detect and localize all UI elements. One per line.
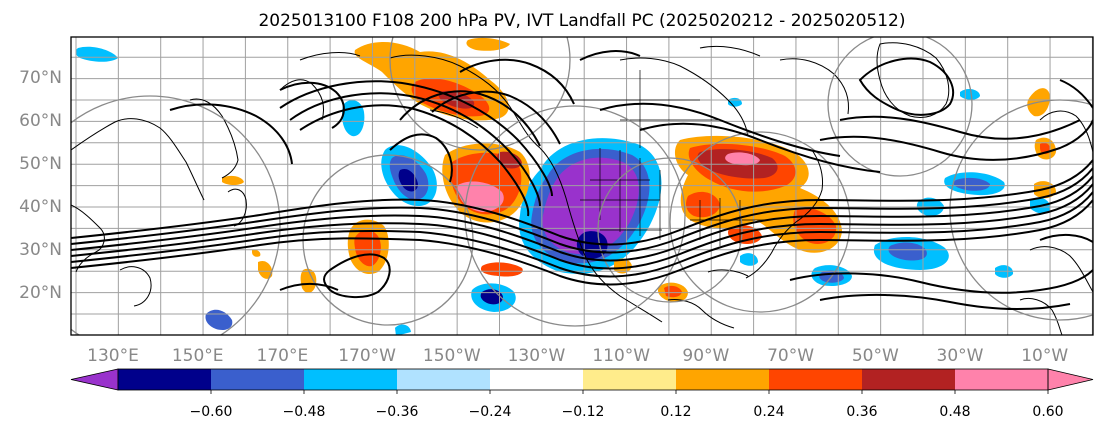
longitude-label: 10°W [1021, 346, 1068, 366]
colorbar-segment [397, 369, 491, 390]
longitude-label: 130°E [87, 346, 139, 366]
negative-anomaly-central-pacific [395, 324, 411, 335]
map-title: 2025013100 F108 200 hPa PV, IVT Landfall… [258, 11, 905, 31]
latitude-label: 50°N [19, 154, 62, 174]
map-panel [70, 36, 1094, 336]
colorbar-tick-label: −0.60 [190, 404, 233, 420]
longitude-label: 170°W [338, 346, 396, 366]
longitude-label: 70°W [767, 346, 814, 366]
latitude-label: 70°N [19, 68, 62, 88]
positive-anomaly-w-pacific-small [252, 249, 261, 257]
positive-anomaly-mid-pacific [300, 268, 317, 293]
colorbar-extend-min [70, 368, 119, 391]
colorbar-segment [769, 369, 863, 390]
longitude-label: 130°W [508, 346, 566, 366]
positive-anomaly-west-pacific [258, 260, 273, 279]
latitude-label: 20°N [19, 283, 62, 303]
colorbar-segment [583, 369, 677, 390]
colorbar-segment [862, 369, 956, 390]
colorbar-extend-max [1047, 368, 1094, 391]
latitude-label: 30°N [19, 240, 62, 260]
reference-circles [71, 37, 1093, 335]
negative-anomaly-atlantic-b-inner [953, 177, 990, 191]
colorbar-segment [490, 369, 584, 390]
colorbar-segment [211, 369, 305, 390]
colorbar-segment [118, 369, 212, 390]
coastlines [71, 42, 1093, 335]
longitude-label: 50°W [852, 346, 899, 366]
longitude-labels: 130°E 150°E 170°E 170°W 150°W 130°W 110°W 90°W 7… [87, 346, 1068, 366]
colorbar-tick-label: 0.36 [846, 404, 877, 420]
longitude-label: 30°W [937, 346, 984, 366]
negative-anomaly-chukchi [75, 46, 118, 62]
negative-anomaly-west-pacific [205, 309, 233, 330]
longitude-label: 170°E [257, 346, 309, 366]
colorbar-segment [676, 369, 770, 390]
colorbar-tick-label: 0.24 [753, 404, 784, 420]
colorbar-tick-label: 0.60 [1032, 404, 1063, 420]
positive-anomaly-eastern-na-pink [725, 152, 760, 166]
latitude-labels: 70°N 60°N 50°N 40°N 30°N 20°N [19, 68, 62, 303]
colorbar-tick-label: −0.24 [469, 404, 512, 420]
map-frame [70, 36, 1094, 336]
colorbar-tick-label: −0.12 [562, 404, 605, 420]
colorbar-tick-label: 0.48 [939, 404, 970, 420]
colorbar-segment [304, 369, 398, 390]
latitude-label: 60°N [19, 111, 62, 131]
positive-anomaly-baja [614, 258, 632, 274]
longitude-label: 90°W [682, 346, 729, 366]
longitude-label: 150°E [172, 346, 224, 366]
positive-anomaly-japan [222, 175, 244, 185]
colorbar-segment [955, 369, 1049, 390]
colorbar-tick-label: −0.36 [376, 404, 419, 420]
colorbar-tick-label: 0.12 [660, 404, 691, 420]
longitude-label: 150°W [423, 346, 481, 366]
positive-anomaly-subtropical [480, 262, 523, 277]
positive-anomaly-ne-pacific-pink [457, 181, 504, 212]
colorbar-tick-label: −0.48 [283, 404, 326, 420]
longitude-label: 110°W [592, 346, 650, 366]
colorbar [70, 368, 1094, 391]
pv-contours [71, 50, 1093, 311]
latitude-label: 40°N [19, 197, 62, 217]
colorbar-tick-labels: −0.60 −0.48 −0.36 −0.24 −0.12 0.12 0.24 0.36 0.4… [190, 390, 1064, 420]
negative-anomaly-atlantic-a-inner [888, 242, 927, 261]
